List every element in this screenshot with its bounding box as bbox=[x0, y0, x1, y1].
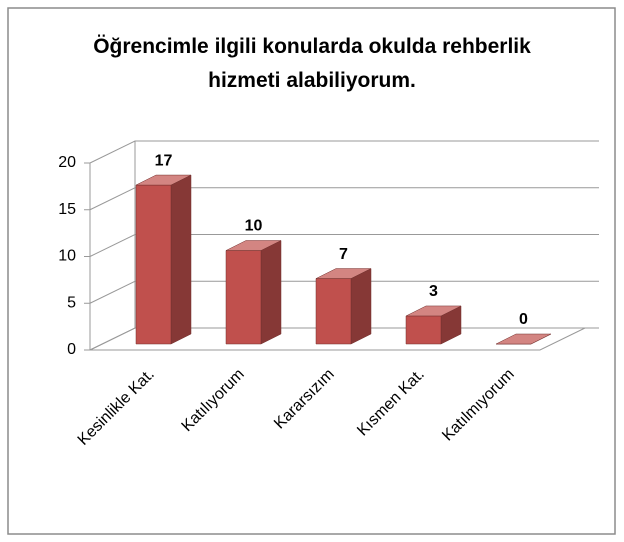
bar-top bbox=[135, 174, 192, 186]
chart-title: Öğrencimle ilgili konularda okulda rehbe… bbox=[93, 35, 531, 92]
grid-line bbox=[89, 140, 599, 164]
data-label: 3 bbox=[429, 283, 438, 300]
bar-side bbox=[260, 240, 282, 345]
bar-top bbox=[405, 305, 462, 317]
bar bbox=[225, 240, 282, 345]
grid-line bbox=[89, 280, 599, 304]
bar-top bbox=[315, 268, 372, 279]
chart-border bbox=[7, 7, 616, 535]
bar bbox=[315, 268, 372, 345]
data-label: 0 bbox=[519, 311, 528, 328]
y-tick-label: 15 bbox=[58, 201, 76, 218]
bar bbox=[405, 305, 462, 345]
bar-front bbox=[405, 315, 442, 345]
bar-top bbox=[495, 333, 552, 345]
bar bbox=[135, 174, 192, 345]
y-tick-label: 20 bbox=[58, 154, 76, 171]
bar-side bbox=[350, 268, 372, 345]
bar-front bbox=[135, 184, 172, 345]
bar-top bbox=[225, 240, 282, 251]
y-tick-label: 10 bbox=[58, 248, 76, 265]
y-tick-label: 5 bbox=[67, 294, 76, 311]
bar bbox=[495, 333, 552, 345]
data-label: 17 bbox=[155, 152, 173, 169]
data-label: 7 bbox=[339, 246, 348, 263]
bar-front bbox=[315, 278, 352, 345]
data-label: 10 bbox=[245, 218, 263, 235]
grid-line bbox=[89, 234, 599, 257]
y-tick-label: 0 bbox=[67, 341, 76, 358]
bar-front bbox=[225, 250, 262, 345]
grid-line bbox=[89, 187, 599, 211]
bar-side bbox=[170, 174, 192, 345]
